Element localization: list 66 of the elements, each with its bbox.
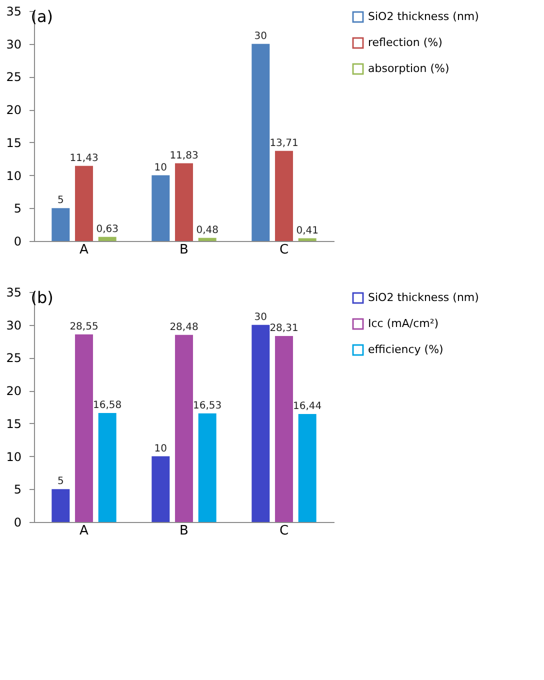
legend-label: absorption (%) (368, 62, 450, 75)
y-tick-label: 5 (14, 202, 22, 216)
y-tick-label: 30 (6, 37, 22, 52)
y-tick-label: 20 (6, 384, 22, 398)
data-label: 16,44 (293, 400, 322, 412)
x-tick-label: A (80, 242, 89, 258)
bar (175, 163, 193, 241)
bar (175, 334, 193, 522)
data-label: 28,48 (170, 322, 198, 333)
bar (298, 238, 316, 241)
y-tick-label: 35 (6, 4, 22, 18)
data-label: 0,63 (96, 224, 118, 235)
data-label: 16,53 (193, 400, 222, 412)
legend-label: reflection (%) (368, 36, 442, 49)
y-tick-label: 20 (6, 103, 22, 118)
y-tick-label: 5 (14, 482, 22, 497)
y-tick-label: 10 (6, 168, 22, 183)
data-label: 30 (254, 30, 268, 42)
y-tick-label: 25 (6, 70, 22, 84)
bar (198, 413, 216, 522)
bar (52, 208, 70, 241)
data-label: 5 (57, 476, 64, 488)
y-tick-label: 10 (6, 450, 22, 464)
bar (52, 489, 70, 522)
legend-label: Icc (mA/cm²) (368, 317, 439, 330)
legend-label: efficiency (%) (368, 343, 444, 356)
data-label: 0,48 (196, 224, 218, 236)
chart-title: (b) (30, 288, 54, 307)
x-tick-label: B (180, 242, 188, 258)
bar (275, 150, 293, 241)
chart-title: (a) (30, 7, 54, 26)
x-tick-label: A (80, 524, 89, 538)
data-label: 28,55 (70, 321, 98, 332)
y-tick-label: 15 (6, 416, 22, 431)
bar (152, 456, 170, 522)
data-label: 0,41 (296, 225, 318, 236)
y-tick-label: 15 (6, 136, 22, 150)
y-tick-label: 35 (6, 286, 22, 300)
bar (252, 44, 270, 241)
data-label: 10 (154, 443, 168, 454)
data-label: 13,71 (270, 138, 298, 149)
bar (275, 336, 293, 522)
legend-label: SiO2 thickness (nm) (368, 10, 479, 23)
bar (75, 334, 93, 522)
x-tick-label: C (279, 524, 289, 538)
y-tick-label: 30 (6, 318, 22, 332)
bar (152, 175, 170, 241)
y-tick-label: 25 (6, 351, 22, 366)
data-label: 10 (154, 162, 168, 174)
data-label: 5 (57, 195, 64, 206)
y-tick-label: 0 (14, 516, 22, 530)
bar (298, 414, 316, 522)
data-label: 28,31 (270, 322, 298, 334)
data-label: 11,83 (170, 150, 198, 162)
y-tick-label: 0 (14, 234, 22, 248)
data-label: 30 (254, 312, 268, 323)
bar (75, 166, 93, 241)
data-label: 16,58 (93, 400, 122, 412)
x-tick-label: B (180, 524, 188, 538)
bar (98, 236, 116, 241)
bar (252, 324, 270, 522)
x-tick-label: C (279, 242, 289, 258)
legend-label: SiO2 thickness (nm) (368, 291, 479, 304)
bar (198, 238, 216, 241)
data-label: 11,43 (70, 152, 98, 164)
bar (98, 413, 116, 522)
